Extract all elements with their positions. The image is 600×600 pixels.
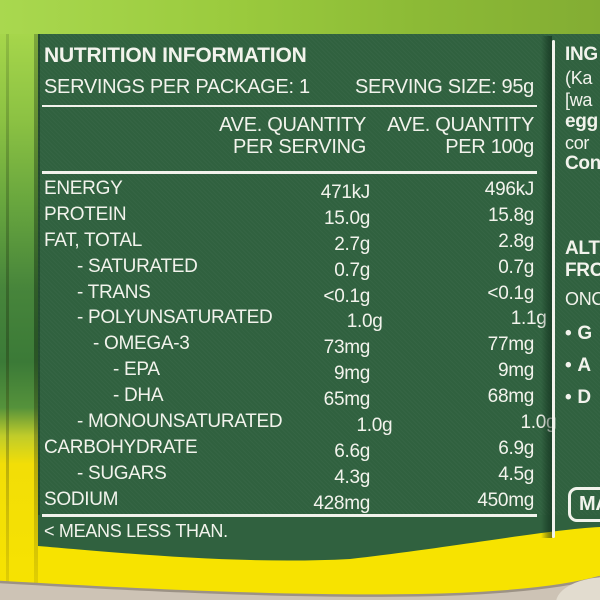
value-per-100g: 2.8g — [498, 230, 534, 252]
nutrition-table: ENERGY 471kJ 496kJ PROTEIN 15.0g 15.8g F… — [44, 179, 557, 516]
value-per-serving: 471kJ — [320, 182, 371, 203]
bullet-text-fragment: D — [577, 387, 591, 408]
contains-text-fragment: Con — [565, 153, 600, 174]
bullet-text-fragment: G — [577, 323, 592, 344]
divider-line-bottom — [42, 514, 537, 517]
divider-line-header — [42, 171, 537, 174]
ingredients-text-fragment: [wa — [565, 90, 593, 110]
nutrition-title: NUTRITION INFORMATION — [44, 44, 307, 67]
servings-per-package: SERVINGS PER PACKAGE: 1 — [44, 76, 310, 98]
panel-bottom-curve — [38, 515, 600, 561]
made-in-badge: MA — [568, 487, 600, 522]
table-row: - OMEGA-3 73mg 77mg — [44, 334, 534, 360]
value-per-100g: 77mg — [487, 334, 535, 356]
value-per-serving: 1.0g — [356, 415, 393, 437]
table-row: ENERGY 471kJ 496kJ — [44, 179, 534, 205]
nutrient-label: - POLYUNSATURATED — [77, 307, 273, 329]
value-per-100g: 1.1g — [510, 308, 547, 330]
table-row: - DHA 65mg 68mg — [44, 386, 534, 412]
nutrient-label: CARBOHYDRATE — [44, 436, 198, 458]
nutrient-label: - SUGARS — [77, 462, 167, 484]
nutrient-label: PROTEIN — [44, 203, 127, 225]
can-bottom-curves — [0, 515, 600, 600]
table-row: - SUGARS 4.3g 4.5g — [44, 462, 534, 490]
value-per-serving: 73mg — [323, 337, 371, 359]
bullet-text-fragment: A — [577, 355, 591, 376]
table-row: - EPA 9mg 9mg — [44, 360, 534, 386]
value-per-100g: 4.5g — [498, 463, 534, 485]
can-rim — [0, 577, 600, 600]
can-left-edge — [0, 34, 38, 600]
ingredients-text-fragment: cor — [565, 133, 590, 153]
table-row: PROTEIN 15.0g 15.8g — [44, 203, 534, 231]
nutrient-label: SODIUM — [44, 488, 119, 510]
bullet-item: • D — [565, 387, 591, 409]
value-per-serving: 9mg — [333, 363, 370, 385]
allergen-text-fragment: egg — [565, 111, 598, 132]
value-per-serving: 65mg — [323, 389, 371, 411]
divider-line-top — [42, 105, 537, 107]
value-per-serving: 1.0g — [346, 311, 383, 333]
bullet-icon: • — [565, 355, 572, 376]
bullet-item: • G — [565, 323, 592, 345]
value-per-100g: 6.9g — [498, 437, 534, 459]
can-rim-edge-line — [0, 575, 600, 597]
column-header-per-serving: AVE. QUANTITY PER SERVING — [166, 114, 366, 158]
value-per-serving: 4.3g — [334, 466, 370, 488]
table-row: CARBOHYDRATE 6.6g 6.9g — [44, 436, 534, 464]
right-panel-heading-fragment: FRO — [565, 260, 600, 281]
less-than-footnote: < MEANS LESS THAN. — [44, 521, 228, 541]
value-per-serving: 2.7g — [334, 233, 370, 255]
servings-row: SERVINGS PER PACKAGE: 1 SERVING SIZE: 95… — [44, 76, 534, 99]
value-per-100g: 1.0g — [520, 412, 557, 434]
label-crease-left — [6, 34, 9, 600]
table-row: - SATURATED 0.7g 0.7g — [44, 255, 534, 283]
value-per-serving: 428mg — [313, 492, 370, 514]
col2-line1: AVE. QUANTITY — [387, 114, 534, 136]
value-per-100g: <0.1g — [487, 282, 534, 304]
label-top-lime-band — [0, 0, 600, 34]
bullet-item: • A — [565, 355, 591, 377]
bullet-icon: • — [565, 387, 572, 408]
nutrient-label: - MONOUNSATURATED — [77, 411, 283, 433]
col1-line1: AVE. QUANTITY — [219, 114, 366, 136]
value-per-100g: 15.8g — [487, 204, 534, 226]
value-per-serving: 6.6g — [334, 440, 370, 462]
value-per-100g: 496kJ — [484, 179, 535, 200]
table-row: - MONOUNSATURATED 1.0g 1.0g — [44, 411, 557, 438]
table-row: - POLYUNSATURATED 1.0g 1.1g — [44, 307, 547, 334]
table-row: FAT, TOTAL 2.7g 2.8g — [44, 229, 534, 257]
rim-highlight — [556, 577, 600, 600]
label-crease-panel-edge — [34, 34, 38, 600]
value-per-100g: 0.7g — [498, 256, 534, 278]
col1-line2: PER SERVING — [232, 136, 366, 158]
value-per-100g: 9mg — [497, 360, 534, 382]
nutrient-label: - DHA — [113, 385, 164, 407]
value-per-serving: 0.7g — [334, 259, 370, 281]
ingredients-text-fragment: (Ka — [565, 68, 593, 88]
right-panel-text-fragment: ONC — [565, 289, 600, 309]
nutrient-label: - SATURATED — [77, 255, 198, 277]
value-per-serving: <0.1g — [323, 285, 370, 307]
table-row: - TRANS <0.1g <0.1g — [44, 281, 534, 309]
table-row: SODIUM 428mg 450mg — [44, 488, 534, 516]
panel-crease-shadow — [541, 36, 552, 538]
nutrient-label: FAT, TOTAL — [44, 229, 143, 251]
bullet-icon: • — [565, 323, 572, 344]
nutrient-label: - EPA — [113, 359, 160, 381]
value-per-100g: 68mg — [487, 386, 535, 408]
nutrition-panel: NUTRITION INFORMATION SERVINGS PER PACKA… — [38, 34, 600, 541]
right-panel-heading-fragment: ALT — [565, 238, 600, 259]
nutrient-label: - OMEGA-3 — [93, 333, 190, 355]
value-per-serving: 15.0g — [323, 207, 370, 229]
column-header-per-100g: AVE. QUANTITY PER 100g — [370, 114, 534, 158]
serving-size: SERVING SIZE: 95g — [354, 76, 534, 98]
panel-divider-line — [552, 40, 555, 538]
value-per-100g: 450mg — [477, 489, 534, 511]
nutrient-label: ENERGY — [44, 178, 123, 199]
col2-line2: PER 100g — [445, 136, 534, 158]
nutrient-label: - TRANS — [77, 281, 151, 303]
ingredients-heading-fragment: ING — [565, 44, 598, 65]
